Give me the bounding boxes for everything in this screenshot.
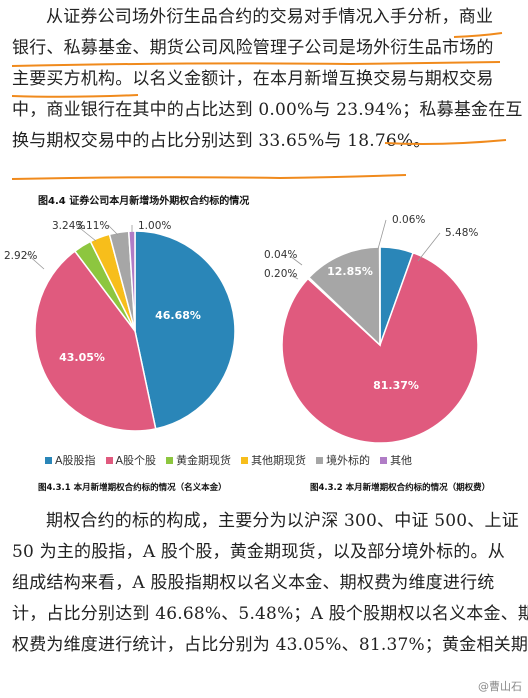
legend-swatch (316, 456, 324, 464)
legend-swatch (166, 456, 174, 464)
chart-legend: A股股指 A股个股 黄金期现货 其他期现货 境外标的 其他 (45, 452, 412, 468)
leader-line (25, 252, 45, 270)
leader-line (289, 274, 299, 280)
caption-right: 图4.3.2 本月新增期权合约标的情况（期权费） (310, 483, 491, 493)
pie-data-label: 2.92% (4, 250, 37, 262)
paragraph-line: 银行、私募基金、期货公司风险管理子公司是场外衍生品市场的 (12, 38, 494, 58)
legend-item: 其他 (380, 452, 412, 468)
leader-line (377, 219, 387, 250)
legend-swatch (105, 456, 113, 464)
pie-slice (34, 250, 157, 432)
pie-charts: 46.68% 43.05% 2.92% 3.24%3.11% 1.00% 5.48% 81… (4, 214, 479, 444)
pie-slice (134, 230, 236, 430)
legend-label: A股个股 (115, 454, 157, 467)
legend-label: A股股指 (55, 454, 96, 467)
caption-left: 图4.3.1 本月新增期权合约标的情况（名义本金） (38, 483, 227, 493)
pie-slice (307, 246, 381, 347)
legend-swatch (45, 456, 52, 464)
paragraph-line: 50 为主的股指，A 股个股，黄金期现货，以及部分境外标的。从 (12, 542, 505, 562)
pie-data-label: 0.20% (264, 268, 297, 280)
leader-line (289, 255, 303, 266)
paragraph-line: 期权合约的标的构成，主要分为以沪深 300、中证 500、上证 (46, 511, 519, 531)
pie-data-label: 0.04% (264, 249, 297, 261)
pie-data-label: 46.68% (155, 309, 201, 322)
legend-item: A股股指 (45, 452, 96, 468)
pie-data-label: 43.05% (59, 351, 105, 364)
paragraph-line: 组成结构来看，A 股股指期权以名义本金、期权费为维度进行统 (12, 573, 495, 593)
legend-label: 境外标的 (326, 454, 371, 467)
leader-line (75, 224, 97, 242)
legend-item: 境外标的 (316, 452, 370, 468)
legend-item: 黄金期现货 (166, 452, 231, 468)
pie-data-label: 12.85% (327, 265, 373, 278)
paragraph-analysis: 从证券公司场外衍生品合约的交易对手情况入手分析，商业 银行、私募基金、期货公司风… (12, 2, 522, 157)
pie-chart-notional: 46.68% 43.05% 2.92% 3.24%3.11% 1.00% (4, 220, 236, 432)
paragraph-line: 从证券公司场外衍生品合约的交易对手情况入手分析，商业 (46, 7, 494, 27)
pie-chart-premium: 5.48% 81.37% 0.20% 0.04% 12.85% 0.06% (264, 214, 479, 444)
paragraph-line: 中，商业银行在其中的占比达到 0.00%与 23.94%；私募基金在互 (12, 100, 523, 120)
pie-data-label: 0.06% (392, 214, 425, 226)
legend-label: 其他期现货 (251, 454, 307, 467)
paragraph-line: 换与期权交易中的占比分别达到 33.65%与 18.76%。 (12, 131, 431, 151)
figure-title: 图4.4 证券公司本月新增场外期权合约标的情况 (38, 196, 250, 207)
legend-label: 其他 (390, 454, 413, 467)
legend-item: 其他期现货 (241, 452, 306, 468)
pie-data-label: 3.24% (52, 220, 85, 232)
legend-swatch (241, 456, 249, 464)
underline-mark (11, 174, 407, 180)
legend-label: 黄金期现货 (176, 454, 232, 467)
legend-item: A股个股 (105, 452, 157, 468)
leader-line (417, 232, 441, 262)
paragraph-line: 主要买方机构。以名义金额计，在本月新增互换交易与期权交易 (12, 69, 494, 89)
pie-data-label: 81.37% (373, 379, 419, 392)
paragraph-composition: 期权合约的标的构成，主要分为以沪深 300、中证 500、上证 50 为主的股指… (12, 506, 528, 661)
pie-data-label: 5.48% (445, 227, 478, 239)
watermark: @曹山石 (478, 680, 522, 693)
legend-swatch (380, 456, 388, 464)
paragraph-line: 权费为维度进行统计，占比分别为 43.05%、81.37%；黄金相关期 (12, 635, 528, 655)
pie-data-label: 1.00% (138, 220, 171, 232)
leader-line (107, 224, 119, 236)
paragraph-line: 计，占比分别达到 46.68%、5.48%；A 股个股期权以名义本金、期 (12, 604, 528, 624)
pie-data-label: 3.11% (76, 220, 109, 232)
